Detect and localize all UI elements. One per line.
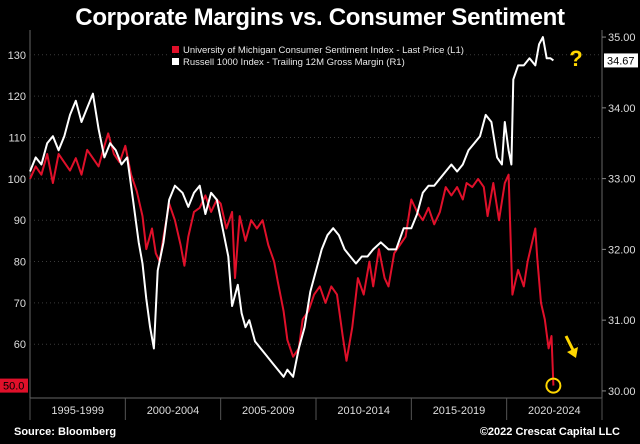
- legend: University of Michigan Consumer Sentimen…: [168, 42, 464, 68]
- legend-label-sentiment: University of Michigan Consumer Sentimen…: [183, 45, 464, 56]
- copyright-note: ©2022 Crescat Capital LLC: [479, 426, 620, 438]
- down-arrow-shaft: [564, 335, 576, 353]
- right-last-value-label: 34.67: [607, 55, 635, 67]
- x-axis: 1995-1999 2000-2004 2005-2009 2010-2014 2015…: [29, 398, 603, 420]
- y-right-tick-label: 33.00: [608, 174, 636, 186]
- x-tick-label: 2000-2004: [147, 405, 200, 417]
- x-tick-label: 2005-2009: [242, 405, 295, 417]
- left-last-value-tag: [0, 378, 28, 393]
- y-left-tick-label: 100: [8, 174, 26, 186]
- x-tick-label: 2015-2019: [433, 405, 486, 417]
- gross-margin-line: [29, 36, 554, 378]
- x-tick-label: 2010-2014: [337, 405, 390, 417]
- left-last-value-label: 50.0: [3, 381, 24, 393]
- right-axis: 30.00 31.00 32.00 33.00 34.00 35.00 34.67: [602, 32, 638, 398]
- y-right-tick-label: 34.00: [608, 103, 636, 115]
- y-left-tick-label: 70: [14, 298, 26, 310]
- y-left-tick-label: 130: [8, 50, 26, 62]
- y-right-tick-label: 32.00: [608, 244, 636, 256]
- x-tick-label: 1995-1999: [51, 405, 104, 417]
- y-left-tick-label: 80: [14, 257, 26, 269]
- y-right-tick-label: 31.00: [608, 315, 636, 327]
- sentiment-line: [29, 132, 555, 386]
- y-left-tick-label: 110: [8, 133, 26, 145]
- grid-lines: [29, 30, 603, 399]
- y-left-tick-label: 60: [14, 339, 26, 351]
- y-left-tick-label: 90: [14, 215, 26, 227]
- legend-swatch-sentiment: [172, 46, 179, 53]
- chart-title: Corporate Margins vs. Consumer Sentiment: [75, 4, 565, 31]
- y-right-tick-label: 35.00: [608, 32, 636, 44]
- annotations: ?: [545, 46, 583, 394]
- y-right-tick-label: 30.00: [608, 386, 636, 398]
- left-axis: 60 70 80 90 100 110 120 130 50.0: [0, 50, 28, 393]
- question-mark-annotation: ?: [569, 46, 582, 71]
- source-note: Source: Bloomberg: [14, 426, 117, 438]
- x-tick-label: 2020-2024: [528, 405, 581, 417]
- legend-label-margin: Russell 1000 Index - Trailing 12M Gross …: [183, 57, 405, 68]
- series-group: [29, 36, 555, 386]
- legend-swatch-margin: [172, 58, 179, 65]
- right-last-value-tag: [604, 53, 638, 68]
- legend-background: [168, 42, 446, 68]
- y-left-tick-label: 120: [8, 91, 26, 103]
- down-arrow-icon: [567, 347, 578, 358]
- latest-sentiment-circle: [545, 377, 562, 394]
